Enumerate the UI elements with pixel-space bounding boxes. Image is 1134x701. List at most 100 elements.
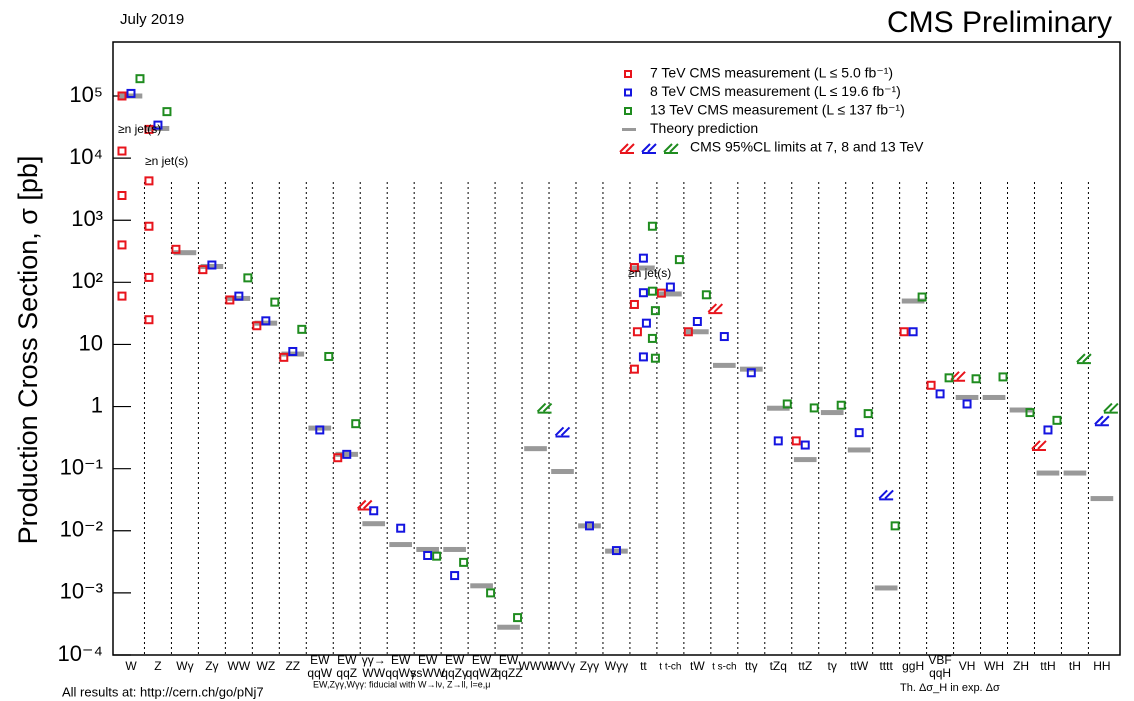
x-tick-label: WVγ: [550, 659, 575, 673]
x-tick-label: tH: [1069, 659, 1081, 673]
marker: [719, 332, 729, 342]
marker: [692, 317, 702, 327]
y-tick-label: 1: [91, 392, 103, 417]
marker: [791, 436, 801, 446]
marker: [270, 297, 280, 307]
x-tick-label: EW qqWZ: [466, 653, 498, 680]
marker: [288, 346, 298, 356]
legend-label: Theory prediction: [650, 120, 758, 136]
limit-marker: [1103, 402, 1119, 414]
y-tick-label: 10⁻³: [60, 579, 103, 604]
marker: [632, 327, 642, 337]
marker: [297, 324, 307, 334]
theory-bar: [200, 263, 224, 269]
marker: [650, 353, 660, 363]
theory-bar: [335, 451, 359, 457]
x-tick-label: ZZ: [285, 659, 300, 673]
theory-bar: [551, 469, 574, 475]
marker: [333, 453, 343, 463]
marker: [647, 286, 657, 296]
marker: [917, 292, 927, 302]
marker: [638, 288, 648, 298]
marker: [279, 352, 289, 362]
marker: [450, 571, 460, 581]
marker: [683, 327, 693, 337]
marker: [135, 74, 145, 84]
marker: [342, 449, 352, 459]
marker: [971, 374, 981, 384]
y-tick-label: 10⁻⁴: [57, 641, 103, 666]
marker: [782, 399, 792, 409]
theory-bar: [578, 523, 601, 529]
x-tick-label: Z: [154, 659, 161, 673]
marker: [117, 291, 127, 301]
marker: [962, 399, 972, 409]
marker: [701, 290, 711, 300]
legend-marker: [619, 143, 635, 154]
theory-bar: [1036, 470, 1060, 476]
chart-subtitle: July 2019: [120, 11, 184, 28]
marker: [629, 299, 639, 309]
marker: [162, 107, 172, 117]
marker: [665, 282, 675, 292]
x-tick-label: tZq: [770, 659, 787, 673]
x-tick-label: Zγγ: [580, 659, 599, 673]
marker: [647, 221, 657, 231]
marker: [650, 306, 660, 316]
x-tick-label: γγ→ WW: [362, 653, 386, 680]
x-tick-label: VH: [959, 659, 976, 673]
theory-bar: [497, 624, 520, 630]
y-axis-label: Production Cross Section, σ [pb]: [13, 156, 43, 545]
marker: [432, 551, 442, 561]
marker: [351, 419, 361, 429]
x-tick-label: EW ssWW: [410, 653, 445, 680]
marker: [674, 255, 684, 265]
legend-label: 13 TeV CMS measurement (L ≤ 137 fb⁻¹): [650, 102, 905, 118]
marker: [207, 260, 217, 270]
theory-bar: [686, 329, 709, 335]
theory-bar: [389, 542, 413, 548]
annotation: ≥n jet(s): [118, 122, 161, 136]
marker: [396, 523, 406, 533]
marker: [935, 389, 945, 399]
footnote: EW,Zγγ,Wγγ: fiducial with W→lν, Z→ll, l=…: [313, 679, 490, 689]
marker: [117, 146, 127, 156]
marker: [117, 190, 127, 200]
marker: [647, 333, 657, 343]
limit-marker: [878, 489, 894, 501]
legend-marker: [624, 70, 632, 78]
legend-label: CMS 95%CL limits at 7, 8 and 13 TeV: [690, 139, 924, 155]
marker: [198, 265, 208, 275]
theory-bar: [901, 298, 925, 304]
x-tick-label: HH: [1093, 659, 1110, 673]
theory-bar: [605, 548, 628, 554]
y-tick-label: 10²: [71, 268, 103, 293]
x-tick-label: Wγγ: [605, 659, 628, 673]
marker: [629, 364, 639, 374]
marker: [252, 321, 262, 331]
marker: [234, 291, 244, 301]
x-tick-label: Wγ: [176, 659, 193, 673]
x-tick-label: EW qqW: [307, 653, 332, 680]
theory-bar: [793, 457, 817, 463]
theory-bar: [712, 362, 736, 368]
marker: [836, 400, 846, 410]
x-tick-label: ttH: [1040, 659, 1055, 673]
annotation: ≥n jet(s): [145, 154, 188, 168]
marker: [800, 440, 810, 450]
y-tick-label: 10⁻¹: [60, 454, 103, 479]
limit-marker: [1076, 353, 1092, 365]
theory-bar: [820, 410, 844, 416]
theory-bar: [766, 405, 790, 411]
theory-bar: [524, 446, 547, 452]
marker: [890, 521, 900, 531]
theory-bar: [955, 394, 979, 400]
plot-frame: [112, 41, 1121, 656]
marker: [423, 550, 433, 560]
legend-label: 8 TeV CMS measurement (L ≤ 19.6 fb⁻¹): [650, 83, 901, 99]
marker: [315, 425, 325, 435]
x-tick-label: ggH: [902, 659, 924, 673]
marker: [926, 380, 936, 390]
theory-bar: [632, 265, 655, 271]
marker: [944, 373, 954, 383]
